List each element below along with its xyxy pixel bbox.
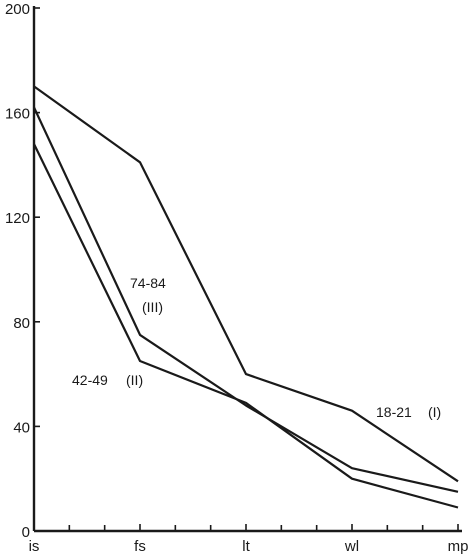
series-group-label: (I)	[428, 404, 441, 420]
x-axis-ticks: is fs lt wl mp	[29, 524, 469, 555]
series-name-label: 42-49	[72, 372, 108, 388]
y-tick-label: 0	[22, 524, 30, 541]
y-tick-label: 120	[5, 210, 30, 227]
series-line-1	[33, 106, 459, 493]
series-line-0	[33, 85, 459, 483]
x-tick-label: fs	[134, 538, 146, 554]
y-tick-label: 80	[13, 315, 30, 332]
x-tick-label: lt	[242, 538, 250, 554]
series-name-label: 18-21	[376, 404, 412, 420]
y-tick-label: 160	[5, 106, 30, 123]
x-tick-label: mp	[448, 538, 469, 554]
series-lines	[33, 85, 459, 509]
series-group-label: (II)	[126, 372, 143, 388]
series-labels: 18-21 (I) 74-84 (III) 42-49 (II)	[72, 275, 441, 420]
series-group-label: (III)	[142, 299, 163, 315]
x-tick-label: wl	[344, 538, 359, 554]
y-tick-label: 200	[5, 1, 30, 18]
y-axis-ticks: 0 40 80 120 160 200	[5, 1, 40, 541]
series-line-2	[33, 143, 459, 509]
x-tick-label: is	[29, 538, 40, 554]
series-name-label: 74-84	[130, 275, 166, 291]
y-tick-label: 40	[13, 419, 30, 436]
